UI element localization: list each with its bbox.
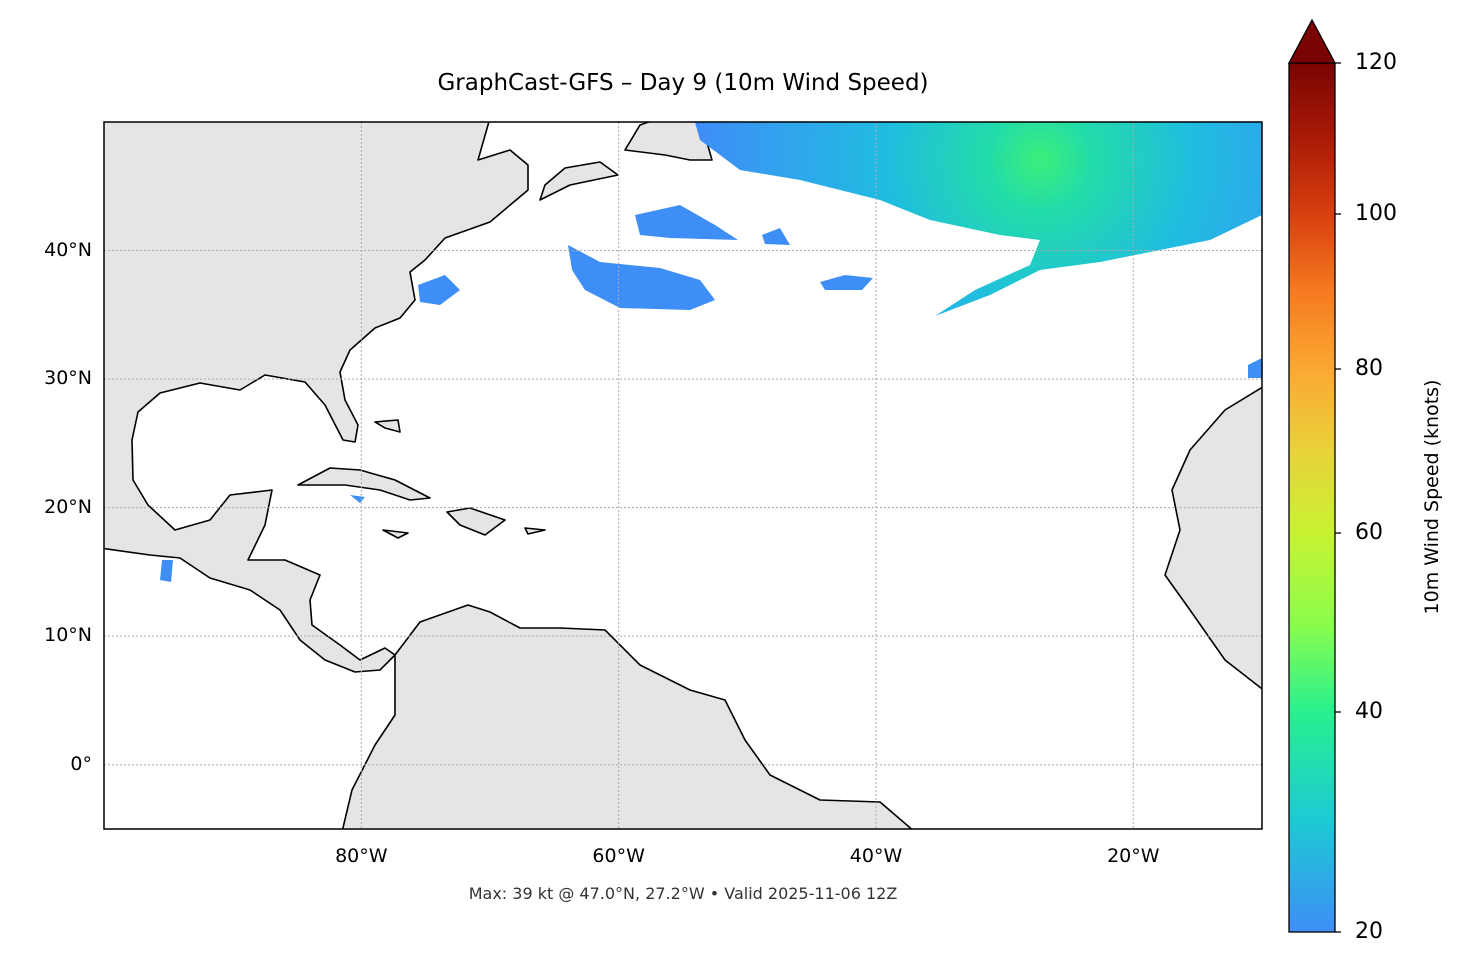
africa-land — [1164, 386, 1262, 690]
wind-patch — [350, 495, 365, 503]
south-america-land — [341, 604, 913, 829]
lon-tick-label: 20°W — [1107, 845, 1160, 867]
nova-scotia-land — [539, 161, 619, 201]
wind-patch — [635, 205, 738, 240]
hispaniola-land — [446, 507, 506, 536]
puerto-rico-land — [524, 527, 546, 535]
colorbar-extend-arrow — [1287, 18, 1337, 64]
wind-field — [160, 122, 1262, 582]
wind-patch — [568, 245, 715, 310]
map-frame — [103, 121, 1263, 830]
max-wind-footer: Max: 39 kt @ 47.0°N, 27.2°W • Valid 2025… — [468, 884, 898, 903]
jamaica-land — [382, 529, 409, 539]
colorbar-tick-label: 100 — [1355, 201, 1397, 226]
lat-tick-label: 0° — [70, 752, 92, 775]
lon-tick-label: 80°W — [335, 845, 388, 867]
colorbar-tick-label: 20 — [1355, 919, 1383, 944]
wind-patch — [160, 560, 173, 582]
wind-patch — [418, 275, 460, 305]
cuba-land — [297, 467, 431, 501]
north-central-america-land — [104, 122, 529, 673]
bahamas-land — [374, 419, 401, 433]
lat-tick-label: 40°N — [44, 238, 92, 261]
lat-tick-label: 30°N — [44, 367, 92, 390]
lat-tick-label: 10°N — [44, 624, 92, 647]
colorbar-gradient — [1288, 62, 1336, 933]
colorbar-tick-label: 120 — [1355, 50, 1397, 75]
wind-patch — [820, 275, 873, 290]
wind-swath-north-atlantic — [695, 122, 1262, 316]
lon-tick-label: 40°W — [849, 845, 903, 867]
map-title: GraphCast-GFS – Day 9 (10m Wind Speed) — [437, 70, 929, 96]
lon-tick-label: 60°W — [592, 845, 645, 867]
wind-patch — [762, 228, 790, 245]
colorbar — [1287, 18, 1341, 933]
gridlines — [104, 122, 1262, 829]
colorbar-tick-label: 60 — [1355, 520, 1383, 545]
lat-tick-label: 20°N — [44, 495, 92, 518]
wind-patch — [1248, 358, 1262, 378]
colorbar-tick-label: 80 — [1355, 356, 1383, 381]
colorbar-label: 10m Wind Speed (knots) — [1421, 379, 1443, 615]
colorbar-tick-label: 40 — [1355, 699, 1383, 724]
